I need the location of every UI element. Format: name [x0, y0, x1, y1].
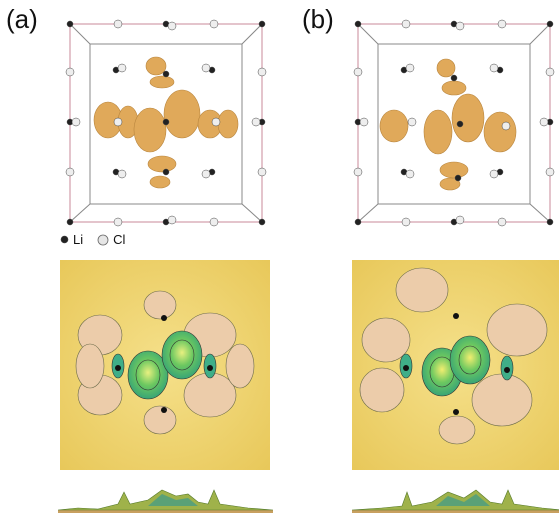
pink-lobes	[359, 267, 548, 445]
atoms	[353, 19, 555, 227]
cl-atom-icon	[97, 234, 109, 245]
atom-markers	[403, 313, 510, 415]
li-atom-icon	[60, 235, 69, 244]
density-surface-a	[60, 260, 270, 470]
legend: Li Cl	[60, 232, 125, 247]
legend-label-li: Li	[73, 232, 84, 247]
isosurface-lobes	[379, 58, 517, 191]
panel-label-b: (b)	[302, 4, 334, 34]
atoms	[65, 19, 267, 227]
legend-label-cl: Cl	[113, 232, 126, 247]
isosurface-lobes	[93, 56, 239, 189]
panel-label-a: (a)	[6, 4, 38, 34]
crystal-structure-b	[353, 19, 555, 227]
green-lobes	[111, 330, 217, 400]
atom-markers	[115, 315, 213, 413]
side-profile-a	[58, 489, 273, 513]
side-profile-b	[352, 489, 559, 513]
density-surface-b	[352, 260, 559, 470]
legend-item-cl: Cl	[97, 232, 125, 247]
legend-item-li: Li	[60, 232, 83, 247]
crystal-structure-a	[65, 19, 267, 227]
